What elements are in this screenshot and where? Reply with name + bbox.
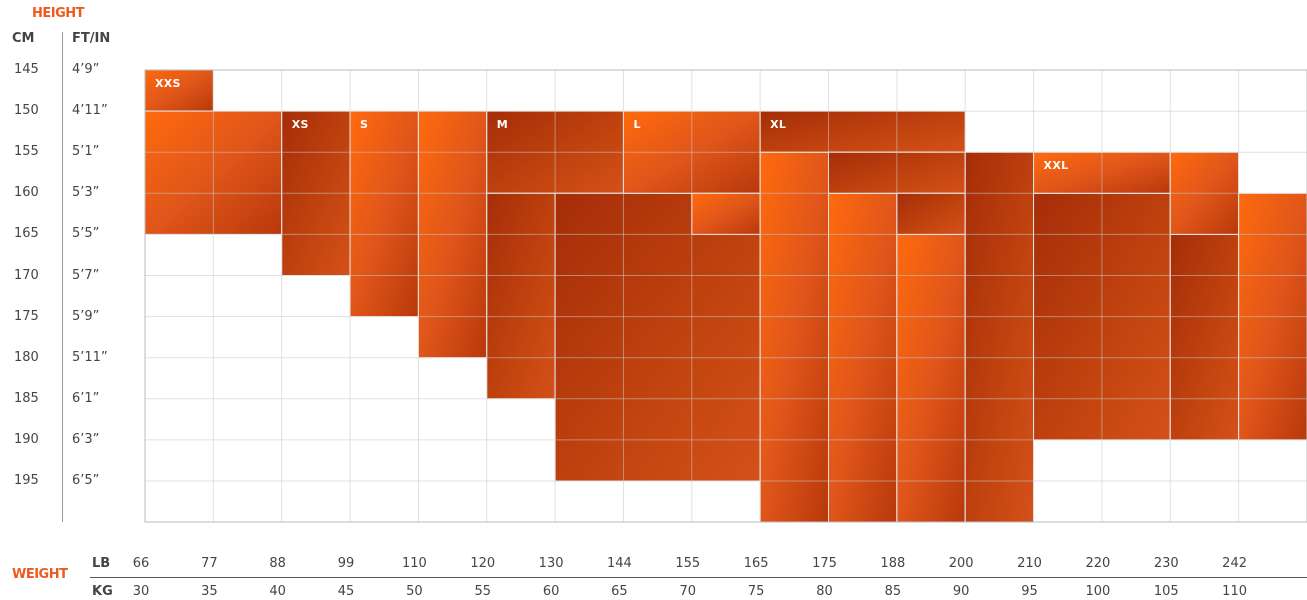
- weight-kg-tick: 40: [269, 584, 286, 599]
- weight-kg-tick: 110: [1222, 584, 1247, 599]
- weight-kg-tick: 85: [884, 584, 902, 599]
- size-region-xl: [964, 151, 1035, 523]
- height-ftin-tick: 6’5”: [72, 473, 100, 488]
- height-cm-tick: 170: [14, 267, 39, 283]
- weight-lb-tick: 66: [132, 556, 150, 571]
- weight-lb-tick: 242: [1222, 556, 1247, 571]
- height-ftin-tick: 5’9”: [72, 308, 100, 324]
- weight-lb-tick: 130: [538, 556, 564, 571]
- size-region-xl: [1169, 233, 1240, 441]
- height-cm-tick: 195: [14, 473, 39, 488]
- weight-kg-tick: 50: [406, 584, 423, 599]
- weight-lb-tick: 99: [337, 556, 355, 571]
- size-label-xs: XS: [291, 118, 309, 132]
- size-label-s: S: [360, 118, 369, 132]
- height-axis-title: HEIGHT: [32, 6, 85, 21]
- weight-kg-tick: 55: [474, 584, 492, 599]
- weight-lb-tick: 155: [675, 556, 701, 571]
- height-ftin-tick: 5’3”: [72, 185, 100, 201]
- weight-kg-tick: 60: [542, 584, 560, 599]
- size-label-xl: XL: [770, 118, 787, 132]
- weight-kg-tick: 100: [1085, 584, 1111, 599]
- weight-lb-tick: 144: [607, 556, 632, 571]
- weight-lb-tick: 88: [269, 556, 286, 571]
- height-cm-tick: 145: [14, 62, 39, 77]
- weight-lb-tick: 110: [401, 556, 427, 571]
- weight-lb-tick: 120: [470, 556, 496, 571]
- lb-row-label: LB: [92, 556, 111, 571]
- height-cm-tick: 180: [14, 349, 39, 365]
- weight-kg-tick: 30: [132, 584, 150, 599]
- height-divider: [62, 32, 63, 522]
- weight-lb-tick: 165: [743, 556, 769, 571]
- size-region-m: [554, 192, 761, 482]
- weight-kg-tick: 95: [1021, 584, 1038, 599]
- height-cm-tick: 150: [14, 103, 39, 119]
- size-region-xl: [896, 192, 966, 235]
- weight-divider: [90, 577, 1307, 578]
- height-cm-tick: 185: [14, 390, 39, 406]
- size-region-m: [486, 192, 556, 400]
- weight-lb-tick: 220: [1085, 556, 1111, 571]
- height-cm-tick: 175: [14, 308, 39, 324]
- size-region-l: [896, 233, 966, 523]
- weight-lb-tick: 200: [948, 556, 974, 571]
- height-ftin-tick: 6’1”: [72, 390, 100, 406]
- height-ftin-tick: 5’5”: [72, 226, 100, 242]
- weight-kg-tick: 75: [747, 584, 765, 599]
- size-region-l: [759, 151, 830, 523]
- weight-kg-tick: 105: [1153, 584, 1179, 599]
- height-cm-tick: 165: [14, 226, 39, 242]
- weight-lb-tick: 175: [812, 556, 837, 571]
- height-ftin-tick: 5’1”: [72, 144, 100, 160]
- size-label-m: M: [496, 118, 508, 132]
- weight-kg-tick: 80: [816, 584, 833, 599]
- size-label-l: L: [633, 118, 641, 132]
- weight-lb-tick: 210: [1017, 556, 1042, 571]
- weight-kg-tick: 45: [337, 584, 355, 599]
- height-ftin-tick: 6’3”: [72, 431, 100, 447]
- height-ftin-tick: 4’9”: [72, 62, 100, 77]
- size-region-l: [691, 192, 761, 235]
- size-label-xxl: XXL: [1043, 159, 1069, 173]
- weight-kg-tick: 65: [611, 584, 628, 599]
- height-cm-tick: 190: [14, 431, 39, 447]
- cm-column-label: CM: [12, 31, 35, 46]
- height-ftin-tick: 5’7”: [72, 267, 100, 283]
- plot-frame: [144, 69, 1307, 523]
- weight-lb-tick: 77: [201, 556, 218, 571]
- height-ftin-tick: 5’11”: [72, 349, 108, 365]
- weight-lb-tick: 188: [880, 556, 906, 571]
- height-ftin-tick: 4’11”: [72, 103, 108, 119]
- weight-kg-tick: 90: [952, 584, 970, 599]
- weight-kg-tick: 35: [201, 584, 218, 599]
- weight-axis-title: WEIGHT: [12, 567, 68, 582]
- size-regions: [144, 69, 1307, 523]
- kg-row-label: KG: [92, 584, 113, 599]
- size-label-xxs: XXS: [155, 77, 181, 90]
- grid-lines: [145, 70, 1307, 522]
- height-cm-tick: 155: [14, 144, 39, 160]
- weight-kg-tick: 70: [679, 584, 697, 599]
- weight-lb-tick: 230: [1153, 556, 1179, 571]
- size-region-xl: [759, 110, 966, 153]
- height-cm-tick: 160: [14, 185, 39, 201]
- size-region-s: [349, 110, 419, 318]
- ftin-column-label: FT/IN: [72, 31, 111, 46]
